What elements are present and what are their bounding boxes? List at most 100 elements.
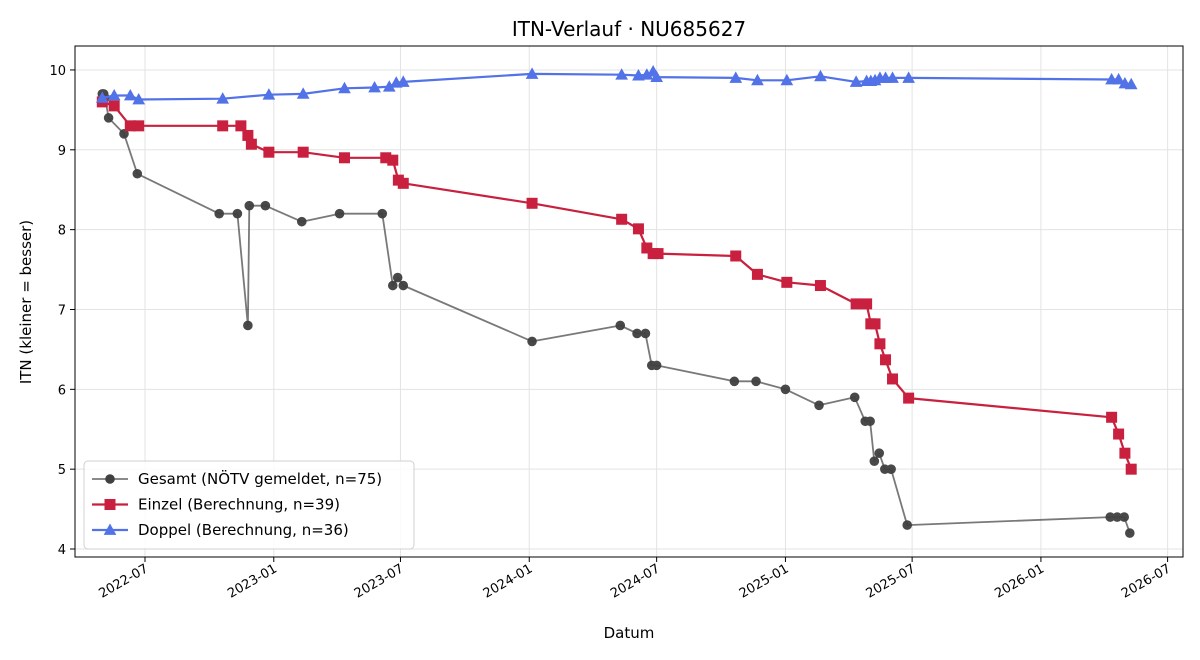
data-point (123, 88, 137, 101)
data-point (850, 298, 862, 310)
data-point (132, 92, 146, 105)
data-point (615, 68, 629, 80)
data-point (903, 392, 915, 404)
data-point (652, 248, 664, 260)
y-tick-label: 6 (58, 383, 66, 398)
data-point (814, 400, 824, 411)
data-point (887, 373, 899, 385)
data-point (133, 120, 145, 132)
data-point (214, 208, 224, 219)
y-tick-label: 4 (58, 543, 66, 558)
data-point (729, 71, 743, 83)
data-point (132, 168, 143, 179)
data-point (263, 146, 275, 158)
data-point (849, 75, 863, 87)
data-point (641, 242, 653, 254)
data-point (334, 208, 345, 219)
x-axis-label: Datum (604, 624, 655, 642)
data-point (387, 154, 399, 166)
legend-marker (103, 523, 117, 535)
series-1 (97, 89, 1135, 538)
data-point (1112, 73, 1125, 85)
data-point (1106, 411, 1118, 423)
data-point (886, 464, 896, 474)
data-point (262, 88, 276, 100)
data-point (874, 338, 886, 350)
data-point (902, 520, 913, 530)
data-point (902, 71, 915, 83)
data-point (751, 73, 764, 86)
data-point (861, 298, 873, 310)
chart-title: ITN-Verlauf · NU685627 (512, 17, 746, 41)
data-point (244, 200, 255, 211)
legend: Gesamt (NÖTV gemeldet, n=75) Einzel (Bere… (83, 460, 415, 550)
data-point (640, 328, 651, 339)
data-point (650, 70, 663, 83)
data-point (377, 208, 388, 219)
grid (75, 46, 1183, 557)
data-point (338, 81, 351, 94)
y-axis-label: ITN (kleiner = besser) (17, 220, 35, 384)
legend-entry: Einzel (Berechnung, n=39) (92, 496, 340, 514)
data-point (814, 69, 827, 82)
data-point (398, 280, 409, 291)
data-point (392, 272, 403, 283)
data-point (108, 100, 120, 112)
legend-box (83, 460, 415, 550)
series-markers (95, 65, 1138, 105)
data-point (780, 384, 791, 395)
data-point (869, 456, 880, 466)
data-point (632, 223, 644, 235)
data-point (245, 138, 257, 150)
data-point (814, 280, 826, 292)
data-point (107, 88, 121, 101)
data-point (869, 318, 881, 330)
data-point (260, 200, 271, 211)
y-tick-label: 10 (49, 64, 66, 79)
data-point (874, 448, 885, 459)
data-point (616, 213, 628, 225)
data-point (1113, 428, 1125, 440)
data-point (751, 376, 761, 387)
data-point (296, 87, 310, 99)
data-point (1125, 463, 1137, 475)
data-point (95, 91, 109, 103)
data-point (235, 120, 247, 132)
data-point (232, 208, 243, 219)
y-tick-label: 8 (58, 224, 66, 239)
data-point (397, 177, 409, 189)
data-point (651, 360, 662, 371)
data-point (338, 152, 350, 164)
data-point (880, 354, 892, 366)
data-point (368, 80, 381, 93)
data-point (396, 75, 410, 87)
data-point (849, 392, 860, 403)
data-point (632, 328, 642, 339)
y-tick-label: 9 (58, 144, 66, 159)
data-point (526, 197, 538, 209)
legend-label: Doppel (Berechnung, n=36) (138, 521, 349, 539)
y-tick-label: 7 (58, 303, 66, 318)
data-point (525, 67, 539, 79)
data-point (729, 376, 740, 387)
plot-area (95, 65, 1138, 538)
series-2 (96, 96, 1137, 475)
data-point (730, 250, 742, 262)
legend-entry: Gesamt (NÖTV gemeldet, n=75) (92, 469, 382, 488)
data-point (1125, 528, 1135, 538)
legend-marker (105, 474, 115, 484)
data-point (217, 120, 229, 132)
series-markers (96, 96, 1137, 475)
y-tick-label: 5 (58, 463, 66, 478)
legend-marker (104, 499, 116, 510)
plot-frame (74, 45, 1184, 558)
data-point (781, 276, 793, 288)
data-point (243, 320, 253, 331)
data-point (865, 416, 875, 427)
data-point (1119, 447, 1131, 459)
legend-entry: Doppel (Berechnung, n=36) (92, 521, 349, 539)
data-point (780, 73, 794, 86)
data-point (751, 268, 763, 280)
legend-label: Einzel (Berechnung, n=39) (138, 496, 340, 514)
